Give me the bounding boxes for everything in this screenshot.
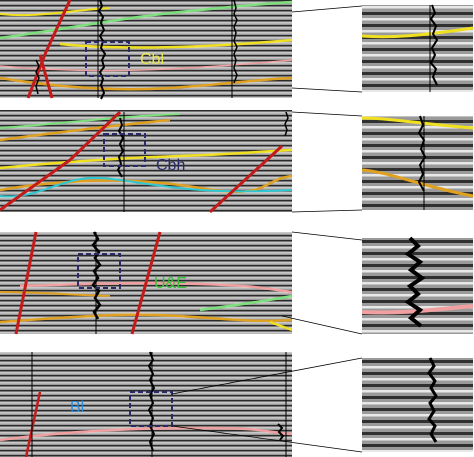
fault-3a: [14, 231, 38, 335]
selection-box-1: [85, 41, 130, 77]
zoom-inset-2: [362, 116, 473, 210]
callout-line-2b: [291, 209, 363, 213]
horizon-green-1: [0, 0, 293, 40]
horizon-orange-3b: [0, 313, 293, 324]
fault-2a: [0, 110, 122, 212]
horizon-cyan-2: [0, 176, 293, 198]
horizon-yellow-1b: [59, 38, 293, 49]
fault-3b: [130, 231, 162, 335]
panel-3: [0, 231, 474, 335]
fault-2b: [208, 144, 284, 214]
panel-1: [0, 0, 474, 100]
callout-line-4a: [171, 357, 363, 395]
horizon-label-bl: Bl: [70, 399, 85, 416]
zoom-horizon-2b: [361, 168, 474, 198]
callout-line-3b: [281, 315, 363, 335]
callout-line-1a: [291, 5, 363, 13]
horizon-orange-1: [0, 76, 293, 91]
horizon-yellow-2: [0, 148, 293, 170]
horizon-green-3: [199, 294, 293, 312]
horizon-label-cbl: Cbl: [140, 51, 165, 68]
seismic-section-4: [0, 352, 292, 457]
horizon-orange-2b: [0, 174, 293, 193]
zoom-inset-3: [362, 238, 473, 334]
zoom-well-log-2: [417, 115, 427, 192]
zoom-horizon-2a: [361, 116, 474, 130]
well-log-1c: [35, 59, 40, 95]
horizon-label-ue: U&E: [154, 275, 187, 292]
horizon-label-cbh: Cbh: [156, 157, 186, 174]
well-log-1a: [97, 0, 107, 100]
horizon-orange-2a: [0, 118, 171, 142]
horizon-pink-1: [0, 59, 293, 72]
well-log-4b: [277, 423, 285, 441]
fault-1b: [38, 54, 54, 99]
callout-line-3a: [291, 231, 363, 241]
selection-box-2: [103, 133, 146, 167]
fault-4: [24, 391, 42, 457]
horizon-green-2: [0, 113, 181, 129]
zoom-well-log-3: [404, 236, 426, 328]
zoom-horizon-1: [361, 26, 474, 39]
horizon-yellow-3: [269, 320, 293, 332]
callout-line-2a: [291, 111, 363, 117]
fault-1a: [26, 0, 72, 99]
selection-box-3: [77, 253, 121, 289]
selection-box-4: [129, 391, 173, 427]
zoom-well-log-1: [429, 4, 439, 86]
zoom-well-log-4: [427, 357, 438, 443]
zoom-inset-1: [362, 5, 473, 92]
well-log-4a: [147, 351, 156, 452]
well-log-2b: [284, 111, 289, 137]
well-log-1b: [233, 0, 238, 84]
panel-4: [0, 351, 473, 457]
zoom-inset-4: [362, 358, 473, 452]
panel-2: [0, 110, 474, 214]
callout-line-1b: [291, 87, 363, 93]
horizon-orange-3a: [0, 291, 111, 297]
horizon-pink-3: [19, 281, 293, 294]
well-log-3: [91, 231, 102, 320]
callout-line-4b: [171, 425, 363, 453]
